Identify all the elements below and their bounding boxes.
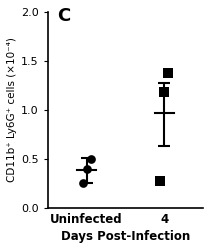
Point [163, 90, 166, 94]
Y-axis label: CD11b⁺ Ly6G⁺ cells (×10⁻⁴): CD11b⁺ Ly6G⁺ cells (×10⁻⁴) [7, 38, 17, 182]
Text: C: C [57, 7, 70, 25]
Point [159, 178, 162, 182]
Point [89, 157, 92, 161]
Point [81, 182, 84, 186]
Point [167, 70, 170, 74]
X-axis label: Days Post-Infection: Days Post-Infection [61, 230, 190, 243]
Point [85, 167, 88, 171]
